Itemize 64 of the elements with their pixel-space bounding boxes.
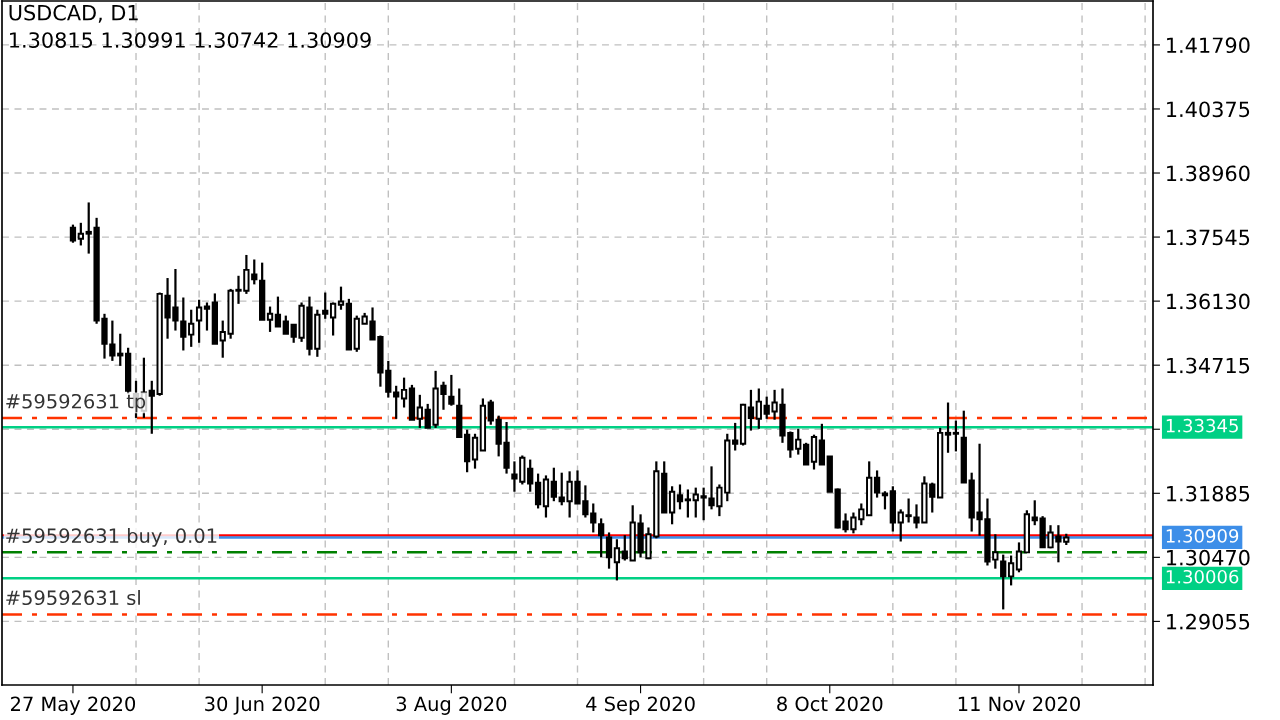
x-tick-label: 30 Jun 2020 xyxy=(205,696,320,715)
candlestick xyxy=(416,393,423,429)
candlestick xyxy=(266,305,274,334)
candlestick xyxy=(400,376,408,409)
candlestick xyxy=(873,469,881,499)
y-tick-label: 1.29055 xyxy=(1167,613,1250,630)
candlestick xyxy=(668,485,676,526)
candlestick xyxy=(329,301,337,337)
x-tick-label: 3 Aug 2020 xyxy=(396,696,507,715)
candlestick xyxy=(203,301,211,332)
y-tick-label: 1.31885 xyxy=(1167,485,1250,502)
x-tick-label: 8 Oct 2020 xyxy=(777,696,883,712)
candlestick xyxy=(598,517,605,559)
candlestick xyxy=(676,483,684,511)
candlestick xyxy=(487,398,494,426)
candlestick xyxy=(534,472,542,510)
candlestick xyxy=(1000,553,1007,611)
candlestick xyxy=(621,534,628,562)
candlestick xyxy=(471,432,479,470)
ref-line-label: 1.30909 xyxy=(1166,529,1239,543)
candlestick xyxy=(274,295,282,328)
ref-line-label: #59592631 buy, 0.01 xyxy=(6,527,217,547)
y-tick-label: 1.40375 xyxy=(1167,101,1250,118)
candlestick xyxy=(1015,541,1023,574)
candlestick xyxy=(795,427,802,456)
chart-title: USDCAD, D1 xyxy=(9,4,138,23)
candlestick xyxy=(747,388,755,432)
candlestick xyxy=(755,387,762,430)
ref-line-label: #59592631 sl xyxy=(6,590,140,606)
candlestick xyxy=(77,221,84,247)
y-tick-label: 1.36130 xyxy=(1167,293,1250,310)
candlestick xyxy=(195,298,203,344)
candlestick xyxy=(952,419,960,453)
candlestick xyxy=(527,458,534,493)
candlestick xyxy=(322,291,329,320)
y-tick-label: 1.38960 xyxy=(1167,165,1250,182)
candlestick xyxy=(69,223,77,244)
ref-line-label: #59592631 tp xyxy=(6,393,146,413)
x-tick-label: 11 Nov 2020 xyxy=(958,696,1080,712)
text: 1.30815 1.30991 1.30742 1.30909 xyxy=(10,32,371,48)
candlestick xyxy=(1007,554,1015,587)
candlestick xyxy=(448,373,455,407)
candlestick xyxy=(605,531,613,570)
candlestick xyxy=(944,401,952,454)
ref-line-label: 1.33345 xyxy=(1166,418,1238,433)
candlestick xyxy=(550,466,557,503)
y-tick-label: 1.41790 xyxy=(1167,37,1250,54)
y-tick-label: 1.30470 xyxy=(1167,549,1250,566)
x-tick-label: 4 Sep 2020 xyxy=(586,696,695,715)
candlestick xyxy=(188,308,195,348)
candlestick xyxy=(613,538,621,582)
candlestick xyxy=(818,422,826,466)
candlestick xyxy=(802,441,810,466)
candlestick xyxy=(684,488,692,519)
y-tick-label: 1.37545 xyxy=(1167,229,1250,246)
candlestick xyxy=(881,490,889,511)
x-tick-label: 27 May 2020 xyxy=(10,696,136,715)
y-tick-label: 1.34715 xyxy=(1167,357,1250,374)
candlestick xyxy=(148,379,155,435)
ref-line-label: 1.30006 xyxy=(1166,569,1239,584)
candlestick xyxy=(393,384,400,420)
candlestick xyxy=(337,285,345,311)
candlestick xyxy=(732,421,739,452)
candlestick xyxy=(282,314,289,335)
